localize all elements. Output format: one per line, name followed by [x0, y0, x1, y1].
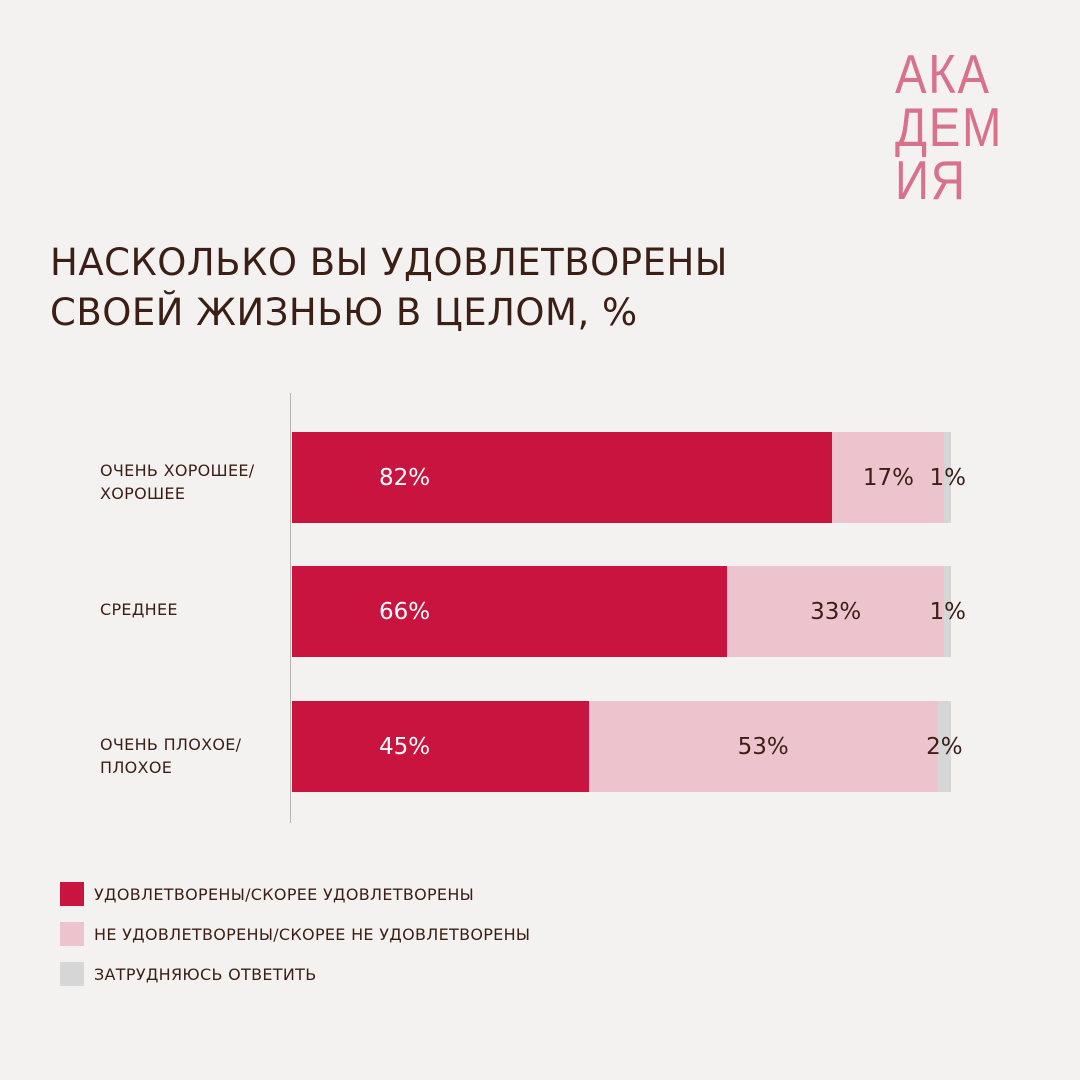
data-label: 82% — [379, 464, 431, 491]
legend-label-dissatisfied: НЕ УДОВЛЕТВОРЕНЫ/СКОРЕЕ НЕ УДОВЛЕТВОРЕНЫ — [94, 924, 531, 944]
data-label: 17% — [862, 464, 914, 491]
legend-swatch-dissatisfied — [60, 922, 84, 946]
chart-title: НАСКОЛЬКО ВЫ УДОВЛЕТВОРЕНЫ СВОЕЙ ЖИЗНЬЮ … — [50, 238, 870, 338]
chart-title-line-1: НАСКОЛЬКО ВЫ УДОВЛЕТВОРЕНЫ — [50, 241, 728, 284]
bar-segment-satisfied: 66% — [292, 566, 727, 657]
data-label: 66% — [379, 598, 431, 625]
bar-segment-satisfied: 45% — [292, 701, 589, 792]
legend-item-satisfied: УДОВЛЕТВОРЕНЫ/СКОРЕЕ УДОВЛЕТВОРЕНЫ — [60, 880, 530, 908]
data-label: 1% — [929, 598, 966, 625]
legend-swatch-hard-to-say — [60, 962, 84, 986]
legend-item-hard-to-say: ЗАТРУДНЯЮСЬ ОТВЕТИТЬ — [60, 960, 530, 988]
bar-row: 45% 53% 2% — [292, 701, 963, 792]
academy-logo: АКА ДЕМ ИЯ — [895, 43, 1015, 211]
category-axis-line — [290, 393, 291, 823]
legend-label-hard-to-say: ЗАТРУДНЯЮСЬ ОТВЕТИТЬ — [94, 964, 317, 984]
chart-legend: УДОВЛЕТВОРЕНЫ/СКОРЕЕ УДОВЛЕТВОРЕНЫ НЕ УД… — [60, 880, 530, 1000]
bar-segment-dissatisfied: 53% — [588, 701, 938, 792]
bar-segment-hard-to-say: 1% — [929, 566, 966, 657]
logo-line-2: ДЕМ — [895, 96, 1004, 158]
logo-line-1: АКА — [895, 43, 991, 105]
bar-segment-dissatisfied: 17% — [832, 432, 945, 523]
category-label: СРЕДНЕЕ — [100, 600, 178, 619]
data-label: 45% — [379, 733, 431, 760]
bar-row: 66% 33% 1% — [292, 566, 966, 657]
data-label: 1% — [929, 464, 966, 491]
bar-row: 82% 17% 1% — [292, 432, 966, 523]
legend-swatch-satisfied — [60, 882, 84, 906]
data-label: 2% — [926, 733, 963, 760]
data-label: 33% — [810, 598, 862, 625]
chart-title-line-2: СВОЕЙ ЖИЗНЬЮ В ЦЕЛОМ, % — [50, 291, 638, 334]
bar-segment-dissatisfied: 33% — [726, 566, 945, 657]
bar-segment-hard-to-say: 1% — [929, 432, 966, 523]
data-label: 53% — [737, 733, 789, 760]
legend-item-dissatisfied: НЕ УДОВЛЕТВОРЕНЫ/СКОРЕЕ НЕ УДОВЛЕТВОРЕНЫ — [60, 920, 530, 948]
category-label: ОЧЕНЬ ПЛОХОЕ/ ПЛОХОЕ — [100, 735, 242, 777]
logo-line-3: ИЯ — [895, 149, 967, 211]
legend-label-satisfied: УДОВЛЕТВОРЕНЫ/СКОРЕЕ УДОВЛЕТВОРЕНЫ — [94, 884, 475, 904]
category-label: ОЧЕНЬ ХОРОШЕЕ/ ХОРОШЕЕ — [100, 461, 255, 503]
bar-segment-hard-to-say: 2% — [926, 701, 963, 792]
bar-segment-satisfied: 82% — [292, 432, 833, 523]
